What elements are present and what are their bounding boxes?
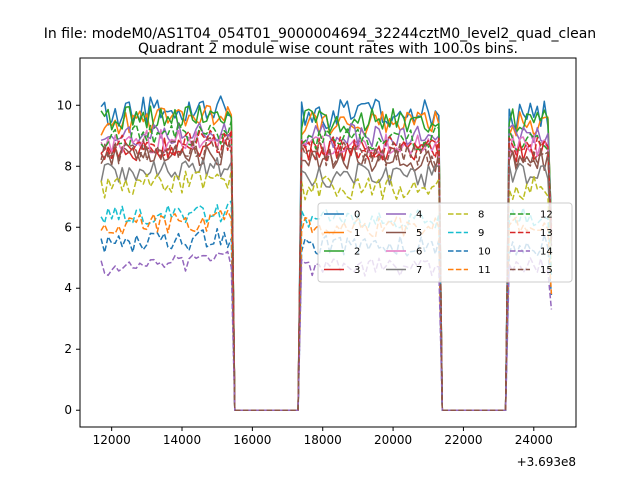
legend-label-14: 14 — [540, 247, 553, 258]
legend-label-8: 8 — [478, 210, 484, 221]
series-line-15 — [100, 136, 553, 411]
x-tick-label: 18000 — [304, 433, 342, 447]
legend-label-10: 10 — [478, 247, 491, 258]
x-tick-label: 12000 — [93, 433, 131, 447]
legend-label-0: 0 — [354, 210, 360, 221]
legend-label-4: 4 — [416, 210, 422, 221]
legend-label-7: 7 — [416, 265, 422, 276]
x-tick-label: 16000 — [233, 433, 271, 447]
y-tick-label: 2 — [64, 342, 72, 356]
series-layer — [100, 95, 553, 411]
x-tick-label: 22000 — [444, 433, 482, 447]
y-tick-label: 0 — [64, 403, 72, 417]
x-tick-label: 24000 — [515, 433, 553, 447]
x-tick-label: 14000 — [163, 433, 201, 447]
axes-layer: 12000 14000 16000 18000 20000 22000 24000 0 2 4 6 8… — [57, 57, 577, 447]
axes-frame — [79, 57, 577, 428]
y-tick-label: 10 — [57, 98, 72, 112]
x-tick-label: 20000 — [374, 433, 412, 447]
legend-label-2: 2 — [354, 247, 360, 258]
legend-label-15: 15 — [540, 265, 553, 276]
legend-label-9: 9 — [478, 228, 484, 239]
x-offset-label: +3.693e8 — [517, 455, 576, 469]
legend-label-1: 1 — [354, 228, 360, 239]
y-tick-label: 8 — [64, 159, 72, 173]
legend-label-12: 12 — [540, 210, 553, 221]
legend-box — [317, 202, 573, 283]
chart-title: Quadrant 2 module wise count rates with … — [138, 41, 518, 57]
y-tick-label: 6 — [64, 220, 72, 234]
legend-label-6: 6 — [416, 247, 422, 258]
legend-label-11: 11 — [478, 265, 491, 276]
chart-suptitle: In file: modeM0/AS1T04_054T01_9000004694… — [44, 26, 596, 42]
legend-label-5: 5 — [416, 228, 422, 239]
y-tick-label: 4 — [64, 281, 72, 295]
legend-label-13: 13 — [540, 228, 553, 239]
legend-label-3: 3 — [354, 265, 360, 276]
